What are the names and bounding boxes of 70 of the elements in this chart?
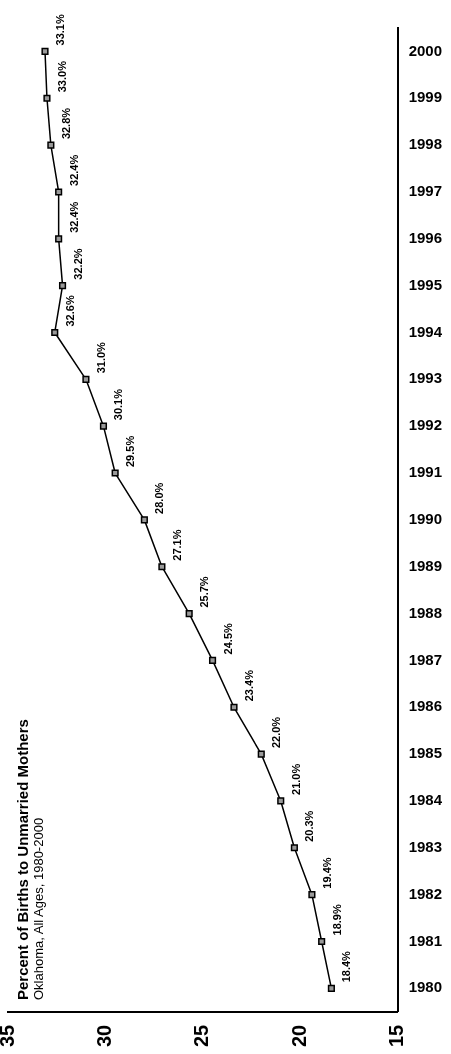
x-tick-label: 25	[190, 1024, 213, 1047]
x-tick-label: 35	[0, 1024, 18, 1047]
y-tick-label: 1995	[408, 275, 443, 293]
y-tick-label: 1981	[408, 931, 443, 949]
y-tick-label: 1999	[408, 88, 443, 106]
y-tick-label: 1990	[408, 510, 443, 528]
x-tick-label: 15	[385, 1024, 408, 1047]
data-label: 23.4%	[243, 669, 256, 702]
data-label: 20.3%	[303, 810, 316, 842]
y-tick-label: 1985	[408, 744, 443, 762]
y-tick-label: 1998	[408, 135, 443, 153]
data-label: 25.7%	[198, 576, 211, 608]
data-label: 24.5%	[221, 623, 234, 655]
y-tick-label: 1993	[408, 369, 443, 387]
point	[41, 47, 49, 55]
data-label: 18.9%	[330, 904, 343, 936]
text: Percent of Births to Unmarried Mothers	[14, 718, 31, 1000]
y-tick-label: 1982	[408, 884, 443, 902]
point	[82, 375, 90, 383]
data-label: 27.1%	[170, 529, 183, 561]
point	[230, 703, 238, 711]
point	[51, 328, 59, 337]
point	[308, 891, 316, 899]
point	[158, 563, 166, 571]
y-tick-label: 1992	[408, 416, 443, 434]
data-label: 29.5%	[124, 435, 137, 468]
point	[318, 937, 326, 946]
point	[58, 282, 67, 290]
point	[55, 235, 63, 243]
point	[208, 656, 217, 664]
point	[290, 844, 298, 852]
point	[55, 188, 63, 196]
point	[47, 141, 55, 149]
point	[327, 984, 335, 992]
data-label: 21.0%	[289, 763, 302, 795]
data-label: 22.0%	[270, 716, 283, 749]
data-label: 32.4%	[67, 201, 80, 233]
y-tick-label: 1980	[408, 978, 443, 996]
y-tick-label: 1991	[408, 463, 443, 481]
data-label: 32.8%	[59, 107, 72, 140]
data-label: 18.4%	[340, 950, 353, 983]
x-tick-label: 30	[92, 1024, 115, 1047]
text: Oklahoma, All Ages, 1980-2000	[31, 816, 46, 1000]
y-tick-label: 1994	[408, 322, 443, 340]
data-label: 28.0%	[153, 482, 166, 514]
data-label: 31.0%	[94, 341, 107, 374]
point	[257, 750, 265, 758]
y-tick-label: 1986	[408, 697, 443, 715]
data-label: 32.2%	[71, 248, 84, 280]
y-tick-label: 1983	[408, 837, 443, 855]
data-label: 33.0%	[55, 60, 68, 93]
y-tick-label: 1997	[408, 182, 443, 200]
y-tick-label: 1984	[408, 791, 443, 809]
data-label: 19.4%	[320, 857, 333, 889]
data-label: 33.1%	[54, 14, 67, 46]
data-label: 32.6%	[63, 295, 76, 327]
y-tick-label: 1989	[408, 556, 443, 574]
y-tick-label: 1987	[408, 650, 443, 668]
y-tick-label: 1988	[408, 603, 443, 621]
data-label: 30.1%	[112, 388, 125, 421]
y-tick-label: 1996	[408, 228, 443, 246]
point	[43, 94, 51, 102]
y-tick-label: 2000	[408, 41, 443, 59]
point	[99, 422, 108, 430]
point	[111, 469, 119, 477]
data-label: 32.4%	[67, 154, 80, 186]
point	[185, 609, 193, 618]
point	[140, 516, 148, 524]
x-tick-label: 20	[287, 1024, 310, 1047]
point	[277, 797, 285, 805]
